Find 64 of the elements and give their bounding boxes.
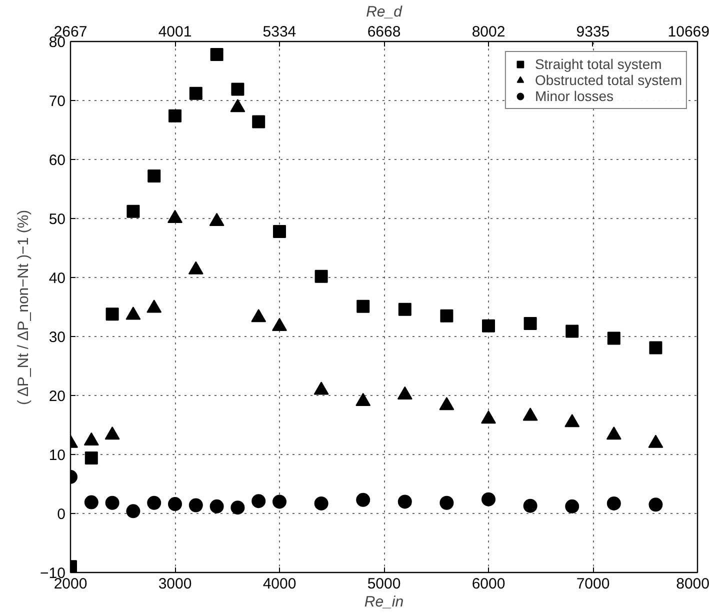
point (230, 500, 245, 515)
x2-tick-label: 9335 (576, 24, 610, 40)
point (649, 341, 662, 354)
point (168, 497, 182, 512)
point (252, 115, 266, 128)
y-axis-title: ( ΔP_Nt / ΔP_non−Nt )−1 (%) (15, 210, 32, 405)
legend-label: Obstructed total system (534, 72, 682, 88)
legend-label: Minor losses (534, 88, 614, 104)
point (356, 492, 370, 507)
y-tick-label: 10 (48, 447, 66, 464)
point (398, 494, 412, 509)
y-tick-label: 20 (48, 388, 66, 405)
y-tick-label: 60 (48, 152, 66, 169)
x-tick-label: 5000 (367, 576, 401, 592)
point (126, 504, 140, 518)
point (106, 308, 119, 321)
y-tick-label: 50 (48, 211, 66, 228)
point (356, 300, 370, 313)
x2-axis-title: Re_d (366, 4, 403, 20)
point (607, 332, 620, 345)
x-tick-label: 6000 (472, 576, 506, 592)
x-axis-title: Re_in (364, 594, 404, 610)
point (482, 319, 495, 332)
legend-label: Straight total system (534, 56, 662, 72)
point (210, 499, 224, 514)
x2-tick-label: 5334 (262, 24, 296, 40)
point (440, 309, 454, 322)
point (314, 496, 328, 510)
x2-tick-label: 6668 (367, 24, 401, 40)
x2-tick-label: 8002 (472, 24, 506, 40)
point (126, 204, 140, 218)
x2-tick-label: 4001 (158, 24, 192, 40)
point (188, 498, 203, 512)
point (314, 270, 328, 283)
point (84, 495, 98, 510)
y-tick-label: 30 (48, 329, 66, 346)
point (272, 494, 286, 509)
point (189, 86, 202, 100)
y-tick-label: 70 (48, 93, 66, 110)
point (84, 452, 98, 465)
point (482, 492, 496, 506)
x-tick-label: 7000 (576, 576, 610, 592)
point (105, 496, 120, 510)
point (168, 109, 182, 122)
point (273, 224, 286, 238)
point (524, 317, 537, 330)
point (440, 496, 454, 510)
point (565, 499, 580, 514)
x2-tick-label: 10669 (668, 24, 709, 40)
x-tick-label: 8000 (676, 576, 709, 592)
point (606, 496, 621, 510)
y-tick-label: 0 (57, 506, 66, 523)
point (210, 48, 224, 61)
point (231, 82, 244, 96)
point (148, 170, 161, 183)
point (566, 324, 579, 338)
point (147, 496, 162, 510)
point (648, 498, 663, 512)
x-tick-label: 3000 (158, 576, 192, 592)
point (398, 302, 412, 316)
y-tick-label: 40 (48, 270, 66, 287)
point (252, 494, 266, 508)
point (523, 498, 538, 513)
x-tick-label: 4000 (262, 576, 296, 592)
